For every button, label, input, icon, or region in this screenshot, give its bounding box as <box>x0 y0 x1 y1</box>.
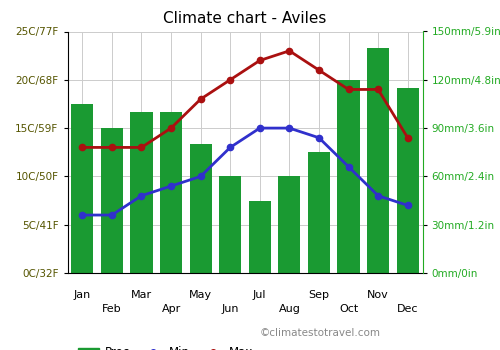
Legend: Prec, Min, Max: Prec, Min, Max <box>74 342 258 350</box>
Bar <box>338 80 359 273</box>
Bar <box>308 152 330 273</box>
Bar <box>248 201 271 273</box>
Bar <box>367 48 389 273</box>
Bar <box>396 88 419 273</box>
Text: Mar: Mar <box>131 290 152 300</box>
Text: Feb: Feb <box>102 303 122 314</box>
Bar <box>130 112 152 273</box>
Bar <box>278 176 300 273</box>
Bar <box>219 176 242 273</box>
Text: Jul: Jul <box>253 290 266 300</box>
Text: Oct: Oct <box>339 303 358 314</box>
Text: Aug: Aug <box>278 303 300 314</box>
Bar <box>160 112 182 273</box>
Text: Jan: Jan <box>74 290 91 300</box>
Text: Jun: Jun <box>222 303 239 314</box>
Text: Dec: Dec <box>397 303 418 314</box>
Bar <box>71 104 94 273</box>
Text: May: May <box>189 290 212 300</box>
Text: Sep: Sep <box>308 290 330 300</box>
Text: Apr: Apr <box>162 303 180 314</box>
Title: Climate chart - Aviles: Climate chart - Aviles <box>164 11 326 26</box>
Text: Nov: Nov <box>367 290 389 300</box>
Text: ©climatestotravel.com: ©climatestotravel.com <box>260 328 381 338</box>
Bar <box>101 128 123 273</box>
Bar <box>190 144 212 273</box>
